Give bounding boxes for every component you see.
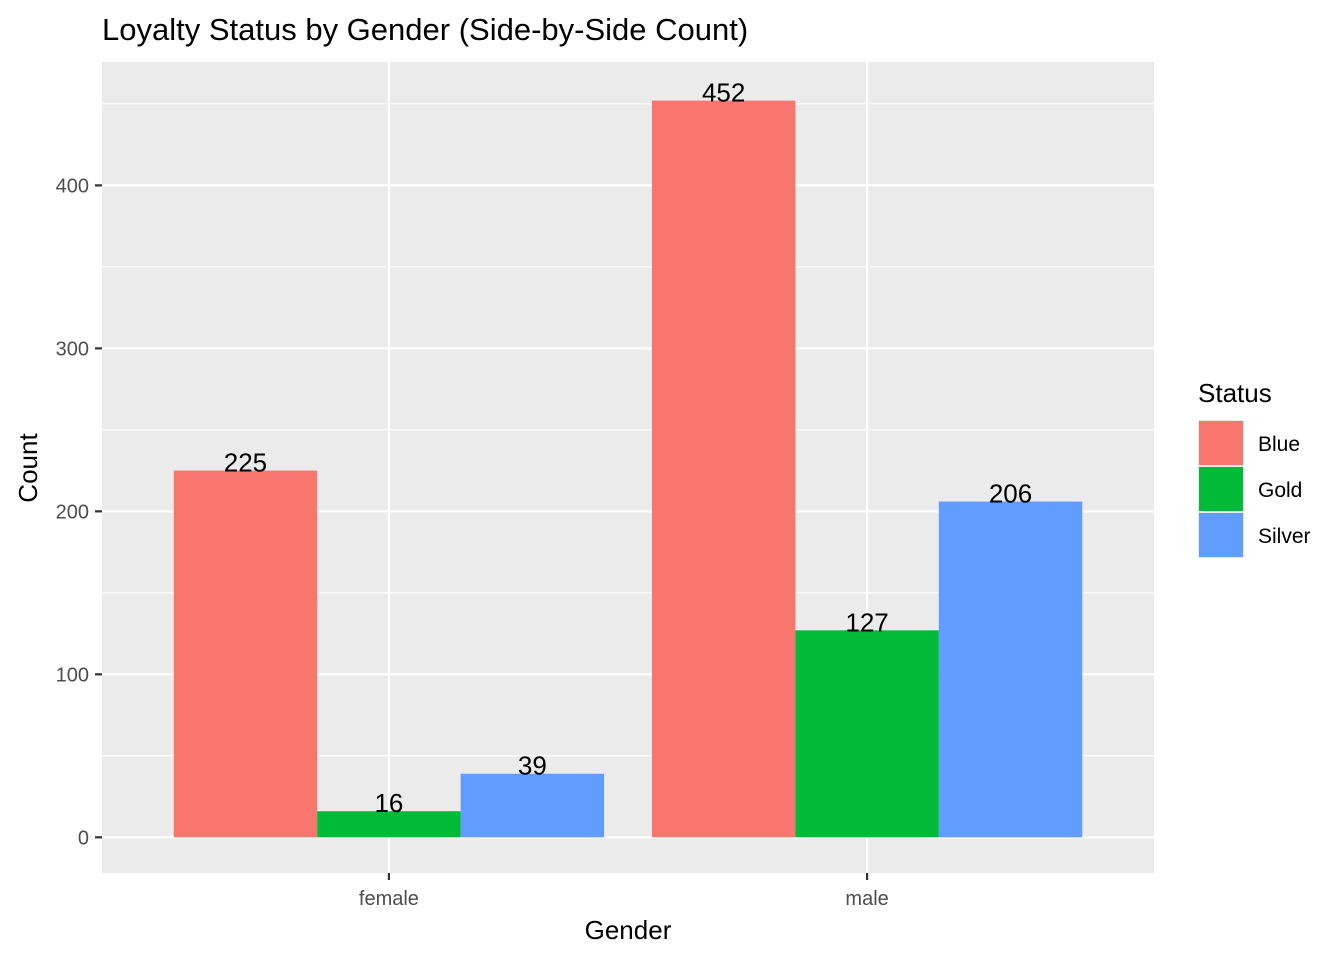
data-label: 206: [989, 479, 1032, 509]
bar-male-gold: [795, 630, 939, 838]
bar-female-gold: [317, 811, 461, 838]
bar-female-blue: [173, 470, 318, 838]
legend-title: Status: [1198, 378, 1272, 408]
bars: [173, 100, 1083, 838]
data-labels: 225 16 39 452 127 206: [224, 78, 1032, 819]
data-label: 127: [845, 607, 888, 637]
chart-title: Loyalty Status by Gender (Side-by-Side C…: [102, 12, 748, 47]
y-tick-label: 100: [56, 664, 89, 686]
legend-label: Gold: [1258, 479, 1302, 502]
data-label: 452: [702, 78, 745, 108]
bar-male-blue: [651, 100, 796, 838]
legend-key-silver: [1199, 513, 1243, 557]
data-label: 39: [518, 751, 547, 781]
legend-label: Blue: [1258, 433, 1300, 456]
data-label: 225: [224, 448, 267, 478]
legend-label: Silver: [1258, 525, 1311, 548]
legend-key-gold: [1199, 467, 1243, 511]
y-tick-label: 200: [56, 501, 89, 523]
bar-male-silver: [938, 501, 1083, 838]
x-tick-label: female: [359, 888, 419, 910]
y-tick-label: 400: [56, 175, 89, 197]
y-axis: 0 100 200 300 400: [56, 175, 102, 849]
legend-key-blue: [1199, 421, 1243, 465]
bar-female-silver: [460, 773, 605, 838]
legend: Status Blue Gold Silver: [1198, 378, 1311, 558]
x-axis: female male: [359, 873, 889, 910]
data-label: 16: [374, 788, 403, 818]
x-tick-label: male: [845, 888, 888, 910]
y-tick-label: 0: [78, 827, 89, 849]
y-axis-title: Count: [13, 433, 43, 503]
x-axis-title: Gender: [585, 915, 672, 945]
y-tick-label: 300: [56, 338, 89, 360]
